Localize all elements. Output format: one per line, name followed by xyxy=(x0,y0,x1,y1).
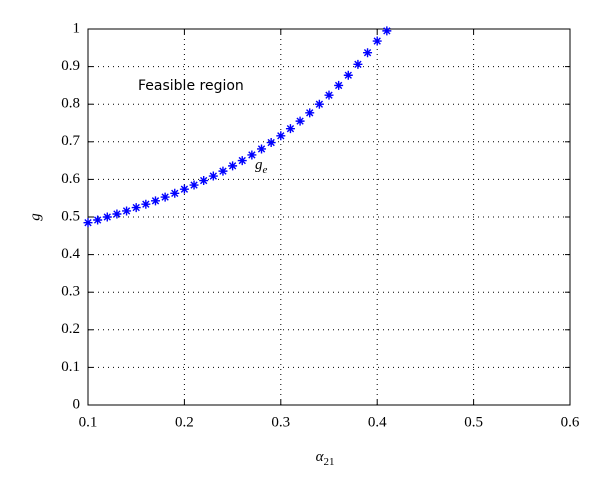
x-tick-label: 0.4 xyxy=(368,414,387,430)
y-tick-label: 0.9 xyxy=(61,58,80,74)
marker xyxy=(131,203,141,213)
y-tick-label: 0 xyxy=(73,396,81,412)
marker xyxy=(363,48,373,58)
y-tick-label: 0.2 xyxy=(61,321,80,337)
marker xyxy=(324,90,334,100)
y-tick-label: 0.6 xyxy=(61,171,80,187)
x-axis-label: α21 xyxy=(316,449,335,467)
x-tick-label: 0.1 xyxy=(79,414,98,430)
y-tick-label: 0.7 xyxy=(61,133,80,149)
marker xyxy=(228,161,238,171)
x-axis-label-main: α xyxy=(316,449,325,465)
marker xyxy=(199,176,209,186)
annotation-subscript: e xyxy=(263,164,268,176)
marker xyxy=(382,26,392,36)
marker xyxy=(112,209,122,219)
y-tick-label: 0.8 xyxy=(61,96,80,112)
annotation: ge xyxy=(255,157,268,175)
y-tick-label: 0.4 xyxy=(61,246,80,262)
marker xyxy=(334,80,344,90)
y-tick-label: 1 xyxy=(73,20,81,36)
marker xyxy=(343,70,353,80)
annotation-main: g xyxy=(255,157,263,173)
marker xyxy=(305,108,315,118)
marker xyxy=(285,124,295,134)
marker xyxy=(150,196,160,206)
marker xyxy=(83,218,93,228)
marker xyxy=(189,180,199,190)
marker xyxy=(276,131,286,141)
marker xyxy=(218,166,228,176)
marker xyxy=(141,199,151,209)
marker xyxy=(160,192,170,202)
y-tick-label: 0.5 xyxy=(61,208,80,224)
marker xyxy=(102,212,112,222)
x-tick-label: 0.5 xyxy=(464,414,483,430)
marker xyxy=(314,99,324,109)
marker xyxy=(353,59,363,69)
marker xyxy=(208,171,218,181)
marker xyxy=(170,188,180,198)
marker xyxy=(266,138,276,148)
x-tick-label: 0.6 xyxy=(561,414,580,430)
x-axis-label-subscript: 21 xyxy=(323,456,334,468)
marker xyxy=(372,36,382,46)
marker xyxy=(257,144,267,154)
y-tick-label: 0.1 xyxy=(61,359,80,375)
marker xyxy=(179,184,189,194)
marker xyxy=(237,156,247,166)
y-tick-label: 0.3 xyxy=(61,284,80,300)
marker xyxy=(122,206,132,216)
annotation: Feasible region xyxy=(138,78,244,94)
x-tick-label: 0.3 xyxy=(271,414,290,430)
plot-frame xyxy=(87,28,571,406)
marker xyxy=(247,150,257,160)
marker xyxy=(93,215,103,225)
marker xyxy=(295,116,305,126)
x-tick-label: 0.2 xyxy=(175,414,194,430)
y-axis-label: g xyxy=(27,213,43,221)
